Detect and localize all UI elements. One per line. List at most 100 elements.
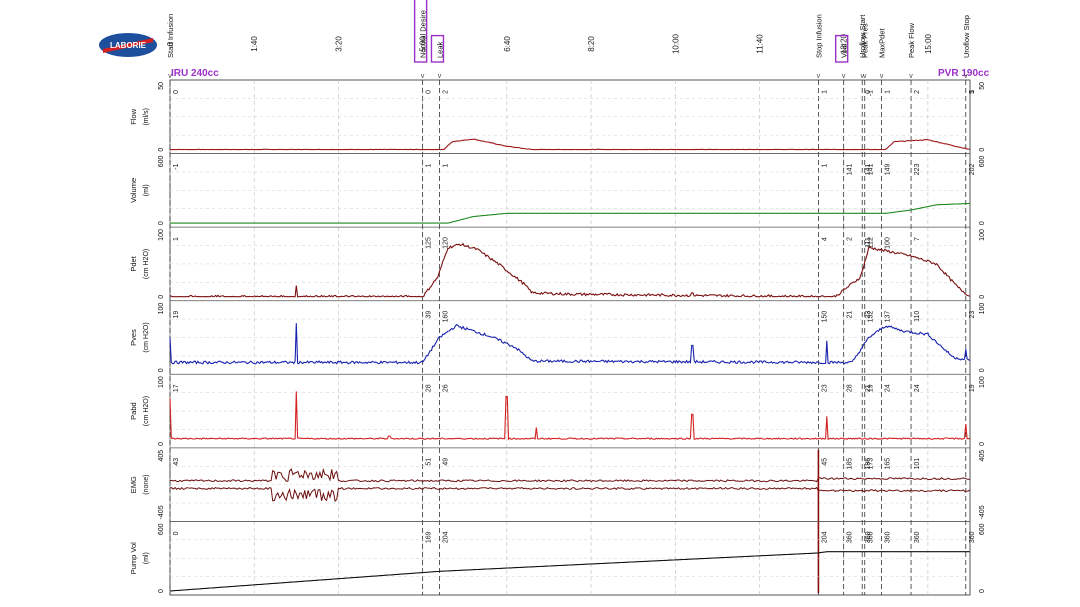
event-value: 49 [442, 458, 449, 466]
event-value: 5 [969, 90, 976, 94]
event-value: 39 [426, 311, 433, 319]
event-value: 7 [914, 237, 921, 241]
event-value: 204 [821, 531, 828, 543]
event-value: 1 [821, 163, 828, 167]
channel-trace [169, 138, 970, 151]
channel-trace [169, 323, 970, 365]
event-label-box [413, 0, 428, 63]
event-value: 43 [173, 458, 180, 466]
event-value: 165 [885, 458, 892, 470]
event-value: 2 [914, 90, 921, 94]
event-tick-mark: v [421, 73, 425, 80]
channel-unit: (cm H2O) [143, 249, 150, 279]
event-value: 125 [426, 237, 433, 249]
channel-unit: (cm H2O) [143, 396, 150, 426]
event-value: 1 [821, 90, 828, 94]
event-value: 28 [426, 384, 433, 392]
event-value: 141 [868, 163, 875, 175]
event-value: 120 [442, 237, 449, 249]
event-value: 137 [885, 311, 892, 323]
scale-min-right: 0 [979, 148, 986, 152]
event-value: 202 [969, 163, 976, 175]
event-value: 0 [865, 90, 872, 94]
event-value: 185 [847, 458, 854, 470]
event-value: 19 [173, 311, 180, 319]
event-value: 28 [847, 384, 854, 392]
event-value: -1 [173, 163, 180, 169]
event-value: 1 [885, 90, 892, 94]
time-tick-label: 13:20 [840, 33, 849, 54]
event-value: 110 [914, 311, 921, 322]
event-value: 51 [426, 458, 433, 466]
scale-max-left: 50 [158, 82, 165, 90]
channel-unit: (ml) [143, 552, 150, 564]
scale-min-left: -405 [158, 505, 165, 519]
scale-max-left: 600 [158, 523, 165, 535]
event-value: 141 [865, 163, 872, 175]
scale-min-left: 0 [158, 589, 165, 593]
time-tick-label: 5:00 [419, 36, 428, 52]
scale-max-right: 50 [979, 82, 986, 90]
scale-max-left: 405 [158, 450, 165, 462]
scale-max-right: 100 [979, 376, 986, 388]
event-value: 111 [865, 237, 872, 248]
event-value: 23 [865, 311, 872, 319]
event-label: MaxPdet [878, 27, 887, 58]
event-label: Stop Infusion [814, 14, 823, 58]
scale-max-right: 600 [979, 523, 986, 535]
event-tick-mark: v [168, 73, 172, 80]
event-value: 101 [914, 458, 921, 470]
event-value: 21 [847, 311, 854, 319]
channel-trace [169, 391, 970, 441]
event-value: 19 [868, 384, 875, 392]
channel-trace [169, 242, 970, 298]
laborie-logo: LABORIE [99, 33, 157, 57]
time-tick-label: 0 [166, 41, 175, 46]
scale-min-right: 0 [979, 295, 986, 299]
event-tick-mark: v [880, 73, 884, 80]
scale-max-right: 600 [979, 155, 986, 167]
event-tick-mark: v [909, 73, 913, 80]
channel-name: Pump Vol [129, 542, 138, 574]
event-tick-mark: v [842, 73, 846, 80]
event-tick-mark: v [863, 73, 867, 80]
time-tick-label: 15:00 [924, 33, 933, 54]
event-value: 150 [821, 311, 828, 323]
scale-min-right: 0 [979, 442, 986, 446]
time-tick-label: 3:20 [334, 36, 343, 52]
channel-name: EMG [129, 476, 138, 493]
scale-min-left: 0 [158, 295, 165, 299]
event-value: 360 [885, 531, 892, 543]
event-value: 149 [885, 163, 892, 175]
event-value: 4 [821, 237, 828, 241]
time-tick-label: 10:00 [671, 33, 680, 54]
iru-label: IRU 240cc [171, 68, 219, 79]
emg-trace [169, 467, 971, 483]
channel-trace [169, 551, 970, 592]
event-value: 360 [868, 531, 875, 543]
event-value: 23 [821, 384, 828, 392]
event-value: 1 [173, 237, 180, 241]
channel-unit: (ml) [143, 184, 150, 196]
event-value: 24 [885, 384, 892, 392]
event-label: Start Infusion [166, 14, 175, 58]
event-value: 21 [865, 384, 872, 392]
event-value: 1 [442, 163, 449, 167]
channel-unit: (cm H2O) [143, 322, 150, 352]
event-value: 360 [914, 531, 921, 543]
event-label: Void [840, 43, 849, 58]
event-label: Peak Flow [907, 22, 916, 58]
scale-max-left: 100 [158, 303, 165, 315]
channel-trace [170, 202, 970, 224]
channel-name: Volume [129, 178, 138, 203]
event-value: 0 [173, 531, 180, 535]
event-value: 45 [821, 458, 828, 466]
scale-min-right: 0 [979, 221, 986, 225]
event-value: 1 [426, 163, 433, 167]
time-tick-label: 6:40 [503, 36, 512, 52]
event-value: 17 [173, 384, 180, 392]
event-value: 2 [442, 90, 449, 94]
event-tick-mark: v [817, 73, 821, 80]
scale-min-left: 0 [158, 368, 165, 372]
